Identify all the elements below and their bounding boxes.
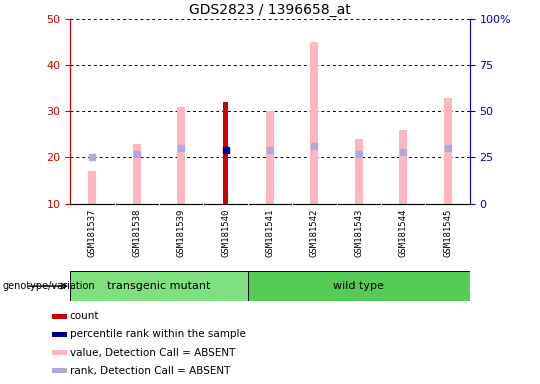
Bar [266,111,274,204]
Text: GSM181540: GSM181540 [221,209,230,257]
Text: percentile rank within the sample: percentile rank within the sample [70,329,246,339]
Bar [223,102,228,204]
Bar [70,271,248,301]
Bar [52,332,67,337]
Text: GSM181541: GSM181541 [266,209,274,257]
Text: wild type: wild type [333,281,384,291]
Bar [89,171,97,204]
Bar [399,130,407,204]
Bar [310,42,319,204]
Bar [52,368,67,373]
Bar [248,271,470,301]
Bar [443,98,451,204]
Text: transgenic mutant: transgenic mutant [107,281,211,291]
Text: GSM181544: GSM181544 [399,209,408,257]
Text: count: count [70,311,99,321]
Text: value, Detection Call = ABSENT: value, Detection Call = ABSENT [70,348,235,358]
Title: GDS2823 / 1396658_at: GDS2823 / 1396658_at [189,3,351,17]
Text: genotype/variation: genotype/variation [3,281,96,291]
Text: GSM181542: GSM181542 [310,209,319,257]
Text: GSM181539: GSM181539 [177,209,186,257]
Text: GSM181537: GSM181537 [88,209,97,257]
Bar [52,350,67,355]
Bar [177,107,185,204]
Text: GSM181543: GSM181543 [354,209,363,257]
Text: rank, Detection Call = ABSENT: rank, Detection Call = ABSENT [70,366,230,376]
Text: GSM181545: GSM181545 [443,209,452,257]
Bar [133,144,141,204]
Text: GSM181538: GSM181538 [132,209,141,257]
Bar [355,139,363,204]
Bar [52,314,67,319]
